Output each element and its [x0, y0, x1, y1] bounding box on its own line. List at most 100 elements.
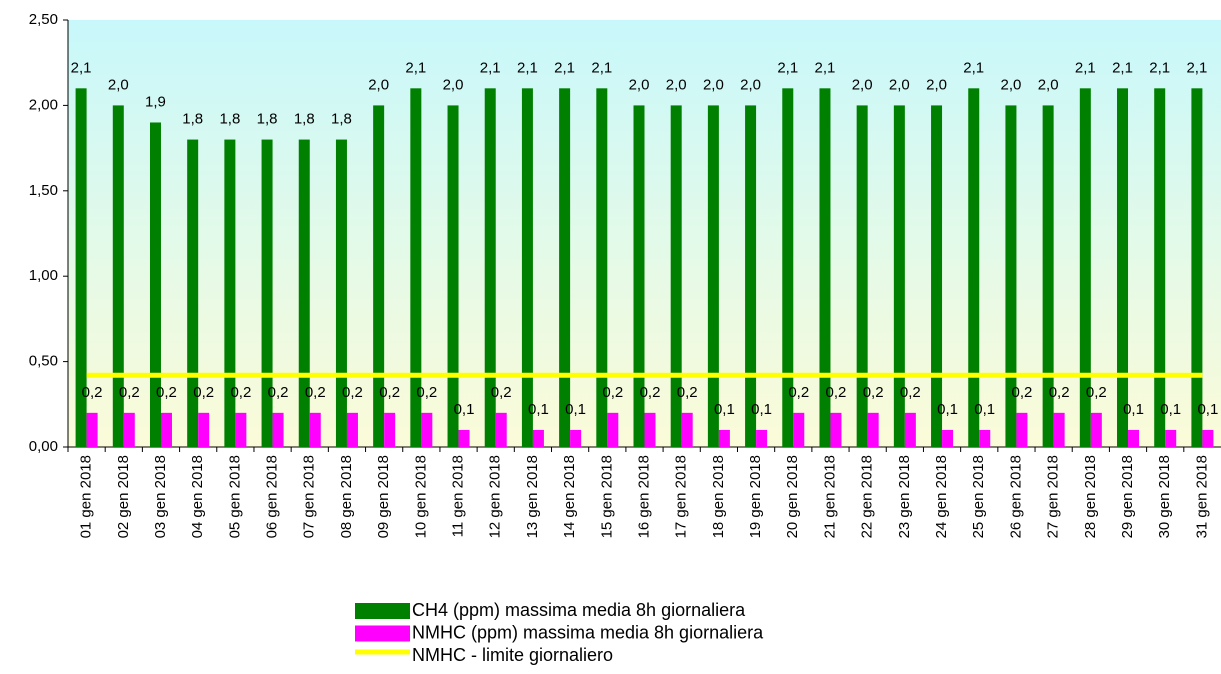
x-tick-label: 16 gen 2018 — [635, 455, 652, 538]
bar — [373, 105, 385, 448]
bar — [1165, 429, 1177, 447]
data-label: 0,2 — [491, 384, 512, 401]
data-label: 0,2 — [602, 384, 623, 401]
bar — [1154, 88, 1166, 447]
data-label: 0,1 — [1197, 401, 1218, 418]
x-tick-label: 28 gen 2018 — [1082, 455, 1099, 538]
data-label: 0,2 — [82, 384, 103, 401]
bar — [1090, 412, 1102, 447]
bar — [346, 412, 358, 447]
x-tick-label: 10 gen 2018 — [412, 455, 429, 538]
bar — [782, 88, 794, 447]
x-tick-label: 17 gen 2018 — [673, 455, 690, 538]
bar — [681, 412, 693, 447]
bar — [261, 139, 273, 447]
data-label: 0,2 — [379, 384, 400, 401]
bar — [421, 412, 433, 447]
data-label: 0,1 — [937, 401, 958, 418]
data-label: 2,0 — [703, 76, 724, 93]
x-tick-label: 03 gen 2018 — [152, 455, 169, 538]
data-label: 0,1 — [528, 401, 549, 418]
data-label: 2,0 — [889, 76, 910, 93]
y-tick-label: 0,50 — [29, 353, 58, 370]
bar — [335, 139, 347, 447]
y-tick-label: 1,00 — [29, 267, 58, 284]
data-label: 0,2 — [230, 384, 251, 401]
data-label: 0,2 — [193, 384, 214, 401]
x-tick-label: 13 gen 2018 — [524, 455, 541, 538]
bar — [1117, 88, 1129, 447]
x-tick-label: 27 gen 2018 — [1045, 455, 1062, 538]
bar — [112, 105, 124, 448]
data-label: 2,1 — [1075, 59, 1096, 76]
data-label: 0,2 — [1086, 384, 1107, 401]
bar — [123, 412, 135, 447]
data-label: 0,2 — [119, 384, 140, 401]
data-label: 2,0 — [740, 76, 761, 93]
data-label: 0,1 — [565, 401, 586, 418]
bar — [1191, 88, 1203, 447]
x-tick-label: 04 gen 2018 — [189, 455, 206, 538]
data-label: 2,1 — [480, 59, 501, 76]
bar — [867, 412, 879, 447]
data-label: 2,0 — [368, 76, 389, 93]
data-label: 1,8 — [257, 111, 278, 128]
data-label: 0,2 — [342, 384, 363, 401]
data-label: 0,2 — [416, 384, 437, 401]
bar — [75, 88, 87, 447]
data-label: 2,0 — [443, 76, 464, 93]
bar — [149, 122, 161, 447]
bar — [793, 412, 805, 447]
bar — [1053, 412, 1065, 447]
y-tick-label: 2,00 — [29, 96, 58, 113]
data-label: 0,2 — [863, 384, 884, 401]
x-tick-label: 24 gen 2018 — [933, 455, 950, 538]
bar — [235, 412, 247, 447]
bar — [1202, 429, 1214, 447]
data-label: 2,1 — [963, 59, 984, 76]
data-label: 2,1 — [554, 59, 575, 76]
data-label: 1,8 — [331, 111, 352, 128]
legend-swatch — [355, 625, 410, 642]
data-label: 2,1 — [405, 59, 426, 76]
x-tick-label: 25 gen 2018 — [970, 455, 987, 538]
bar — [607, 412, 619, 447]
data-label: 0,2 — [156, 384, 177, 401]
data-label: 0,2 — [900, 384, 921, 401]
bar — [942, 429, 954, 447]
x-tick-label: 21 gen 2018 — [821, 455, 838, 538]
x-tick-label: 18 gen 2018 — [710, 455, 727, 538]
bar — [856, 105, 868, 448]
bar — [187, 139, 199, 447]
bar — [198, 412, 210, 447]
x-tick-label: 02 gen 2018 — [115, 455, 132, 538]
x-tick-label: 30 gen 2018 — [1156, 455, 1173, 538]
bar — [904, 412, 916, 447]
bar — [570, 429, 582, 447]
bar — [931, 105, 943, 448]
bar — [86, 412, 98, 447]
bar — [1042, 105, 1054, 448]
bar — [495, 412, 507, 447]
bar — [160, 412, 172, 447]
bar — [830, 412, 842, 447]
bar — [596, 88, 608, 447]
data-label: 0,1 — [1160, 401, 1181, 418]
legend-label: NMHC (ppm) massima media 8h giornaliera — [412, 622, 764, 642]
data-label: 2,1 — [517, 59, 538, 76]
data-label: 0,2 — [268, 384, 289, 401]
data-label: 1,9 — [145, 93, 166, 110]
data-label: 0,2 — [677, 384, 698, 401]
data-label: 2,1 — [815, 59, 836, 76]
bar — [968, 88, 980, 447]
data-label: 0,2 — [1049, 384, 1070, 401]
data-label: 1,8 — [294, 111, 315, 128]
y-tick-label: 2,50 — [29, 11, 58, 28]
x-tick-label: 11 gen 2018 — [450, 455, 467, 537]
x-tick-label: 23 gen 2018 — [896, 455, 913, 538]
bar — [1079, 88, 1091, 447]
bar — [272, 412, 284, 447]
x-tick-label: 07 gen 2018 — [301, 455, 318, 538]
data-label: 1,8 — [219, 111, 240, 128]
